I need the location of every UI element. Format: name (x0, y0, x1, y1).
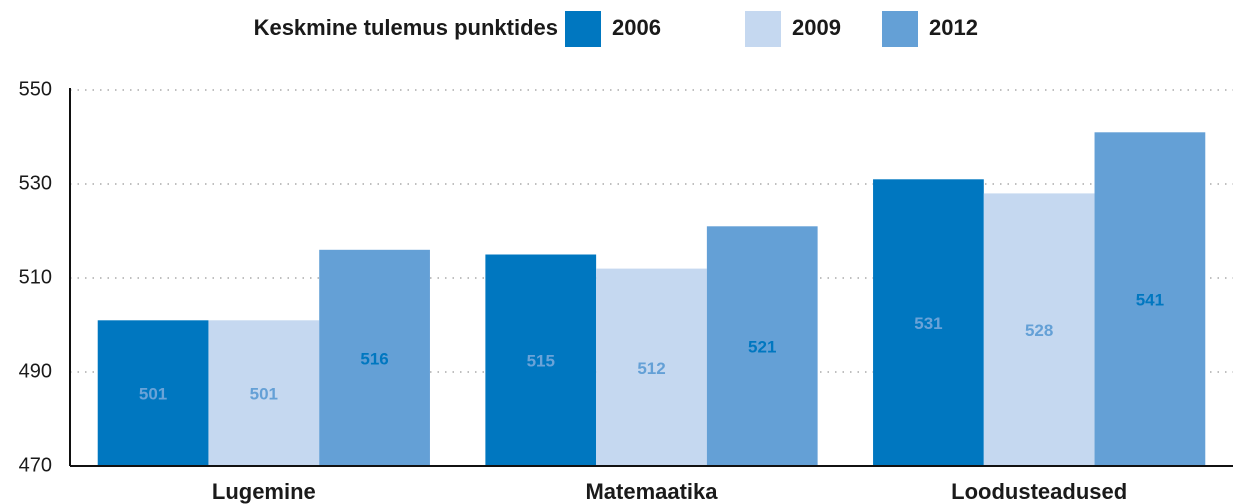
legend-label: 2006 (612, 15, 661, 40)
bar (208, 320, 320, 466)
bar (1094, 132, 1206, 467)
y-tick-label: 470 (19, 454, 52, 476)
legend-label: 2012 (929, 15, 978, 40)
bar (596, 268, 707, 466)
y-tick-label: 490 (19, 360, 52, 382)
legend-swatch (882, 11, 918, 47)
y-tick-label: 550 (19, 78, 52, 100)
y-tick-label: 510 (19, 266, 52, 288)
x-tick-label: Lugemine (212, 479, 316, 504)
bar (983, 193, 1095, 466)
data-label: 516 (360, 349, 388, 368)
bar (485, 254, 597, 466)
data-label: 515 (527, 352, 555, 371)
legend-swatch (745, 11, 781, 47)
x-tick-label: Loodusteadused (951, 479, 1127, 504)
data-label: 501 (250, 385, 278, 404)
data-label: 501 (139, 385, 167, 404)
data-label: 512 (637, 359, 665, 378)
data-label: 528 (1025, 321, 1053, 340)
data-label: 541 (1136, 291, 1164, 310)
data-label: 521 (748, 338, 776, 357)
bar (706, 226, 818, 466)
y-tick-label: 530 (19, 172, 52, 194)
bar (319, 249, 430, 466)
bar (873, 179, 984, 467)
legend-swatch (565, 11, 601, 47)
data-label: 531 (914, 314, 942, 333)
legend-label: 2009 (792, 15, 841, 40)
x-tick-label: Matemaatika (585, 479, 718, 504)
bar (97, 320, 209, 466)
legend-title: Keskmine tulemus punktides (254, 15, 558, 40)
